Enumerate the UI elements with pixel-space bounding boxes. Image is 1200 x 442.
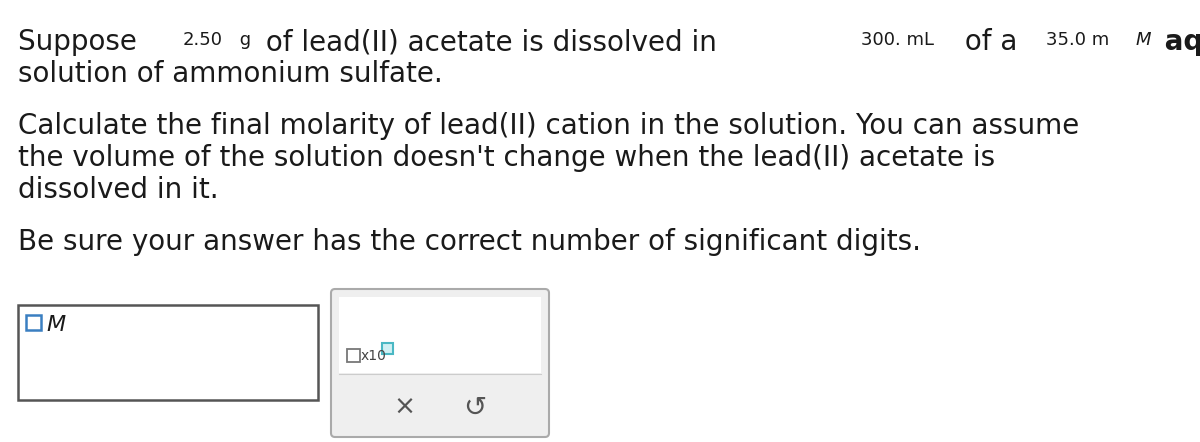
- Text: Be sure your answer has the correct number of significant digits.: Be sure your answer has the correct numb…: [18, 228, 922, 256]
- Text: M: M: [46, 315, 65, 335]
- Text: M: M: [1135, 31, 1151, 49]
- FancyBboxPatch shape: [18, 305, 318, 400]
- Text: 300. mL: 300. mL: [862, 31, 935, 49]
- Text: Suppose: Suppose: [18, 28, 145, 56]
- Text: ↺: ↺: [463, 394, 487, 422]
- FancyBboxPatch shape: [331, 289, 550, 437]
- Text: of a: of a: [955, 28, 1026, 56]
- FancyBboxPatch shape: [347, 349, 360, 362]
- FancyBboxPatch shape: [382, 343, 394, 354]
- Text: solution of ammonium sulfate.: solution of ammonium sulfate.: [18, 60, 443, 88]
- Text: 35.0 m: 35.0 m: [1046, 31, 1115, 49]
- FancyBboxPatch shape: [340, 297, 541, 373]
- Text: 2.50: 2.50: [182, 31, 223, 49]
- FancyBboxPatch shape: [26, 315, 41, 330]
- Text: g: g: [234, 31, 252, 49]
- Text: x10: x10: [361, 349, 386, 363]
- Text: ×: ×: [394, 395, 415, 421]
- Text: of lead(II) acetate is dissolved in: of lead(II) acetate is dissolved in: [257, 28, 725, 56]
- Text: Calculate the final molarity of lead(II) cation in the solution. You can assume: Calculate the final molarity of lead(II)…: [18, 112, 1079, 140]
- Text: dissolved in it.: dissolved in it.: [18, 176, 218, 204]
- Text: aqueous: aqueous: [1156, 28, 1200, 56]
- Text: the volume of the solution doesn't change when the lead(II) acetate is: the volume of the solution doesn't chang…: [18, 144, 995, 172]
